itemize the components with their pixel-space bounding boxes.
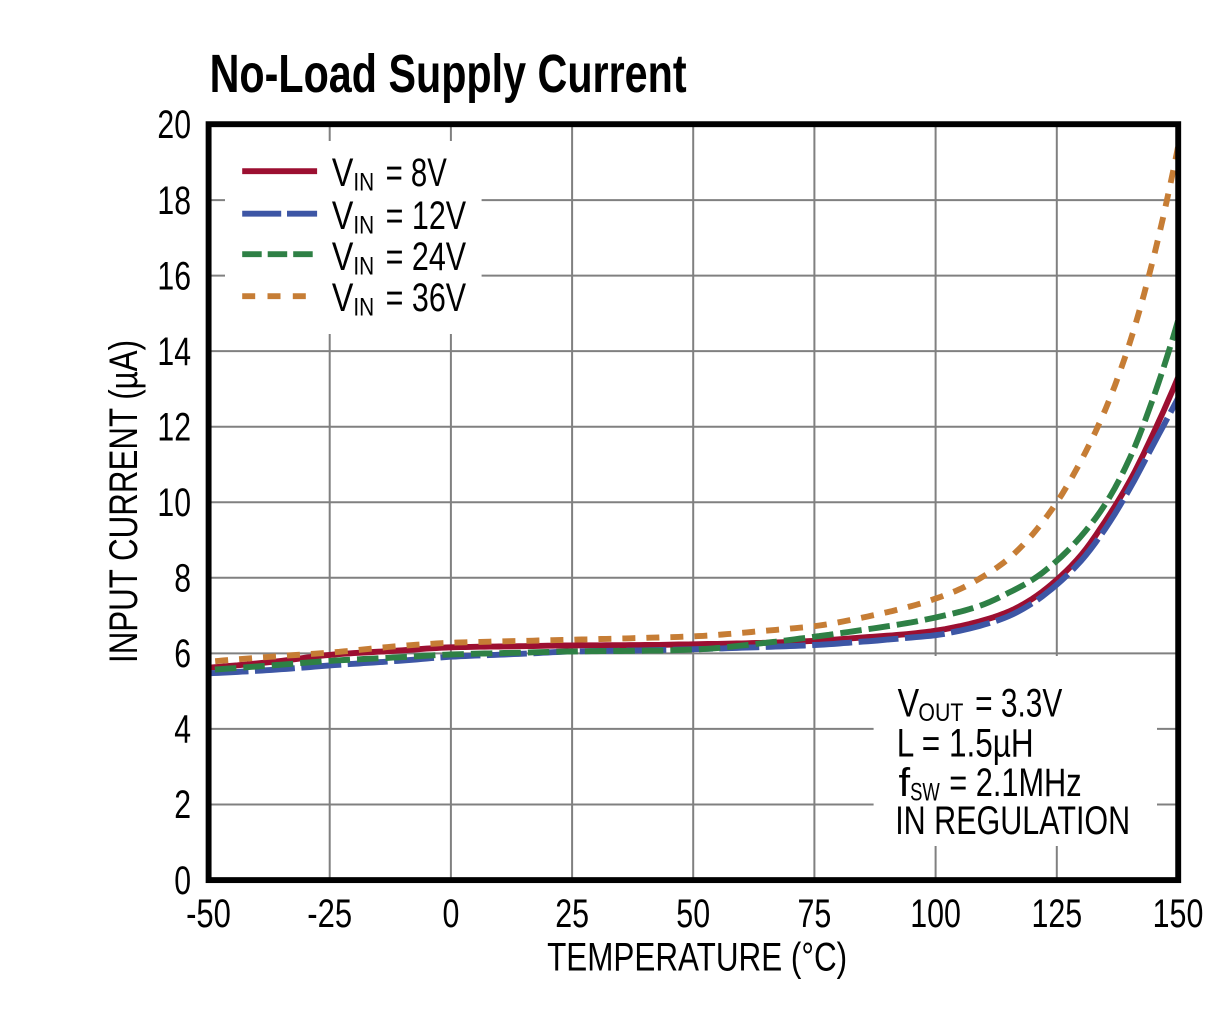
svg-text:IN: IN [353,252,374,280]
svg-text:IN: IN [353,168,374,196]
svg-text:75: 75 [798,892,832,936]
svg-text:150: 150 [1153,892,1204,936]
svg-text:V: V [332,151,354,195]
svg-text:= 3.3V: = 3.3V [975,682,1063,726]
svg-text:14: 14 [157,330,191,374]
svg-text:20: 20 [157,103,191,147]
svg-text:-25: -25 [307,892,352,936]
svg-text:f: f [899,761,912,805]
svg-text:0: 0 [174,859,191,903]
svg-text:TEMPERATURE (°C): TEMPERATURE (°C) [547,936,847,980]
svg-text:IN REGULATION: IN REGULATION [895,799,1130,843]
svg-text:No-Load Supply Current: No-Load Supply Current [210,44,687,104]
svg-text:0: 0 [442,892,459,936]
svg-text:= 36V: = 36V [386,276,467,320]
svg-text:IN: IN [353,293,374,321]
svg-text:50: 50 [676,892,710,936]
svg-text:V: V [332,235,354,279]
svg-text:10: 10 [157,481,191,525]
svg-text:16: 16 [157,254,191,298]
svg-text:= 2.1MHz: = 2.1MHz [949,761,1081,805]
svg-text:= 8V: = 8V [386,151,448,195]
svg-text:6: 6 [174,632,191,676]
svg-text:-50: -50 [186,892,231,936]
svg-text:INPUT CURRENT (µA): INPUT CURRENT (µA) [102,340,146,663]
svg-text:OUT: OUT [918,699,963,727]
svg-text:8: 8 [174,557,191,601]
svg-text:125: 125 [1031,892,1082,936]
svg-text:18: 18 [157,179,191,223]
svg-text:4: 4 [174,708,191,752]
svg-text:12: 12 [157,406,191,450]
svg-text:V: V [898,682,920,726]
svg-text:SW: SW [910,778,940,806]
svg-text:= 24V: = 24V [386,235,467,279]
svg-text:100: 100 [910,892,961,936]
svg-text:2: 2 [174,783,191,827]
svg-text:= 12V: = 12V [386,194,467,238]
svg-text:V: V [332,276,354,320]
svg-text:L = 1.5µH: L = 1.5µH [897,722,1034,766]
svg-text:25: 25 [555,892,589,936]
svg-text:IN: IN [353,212,374,240]
svg-text:V: V [332,194,354,238]
